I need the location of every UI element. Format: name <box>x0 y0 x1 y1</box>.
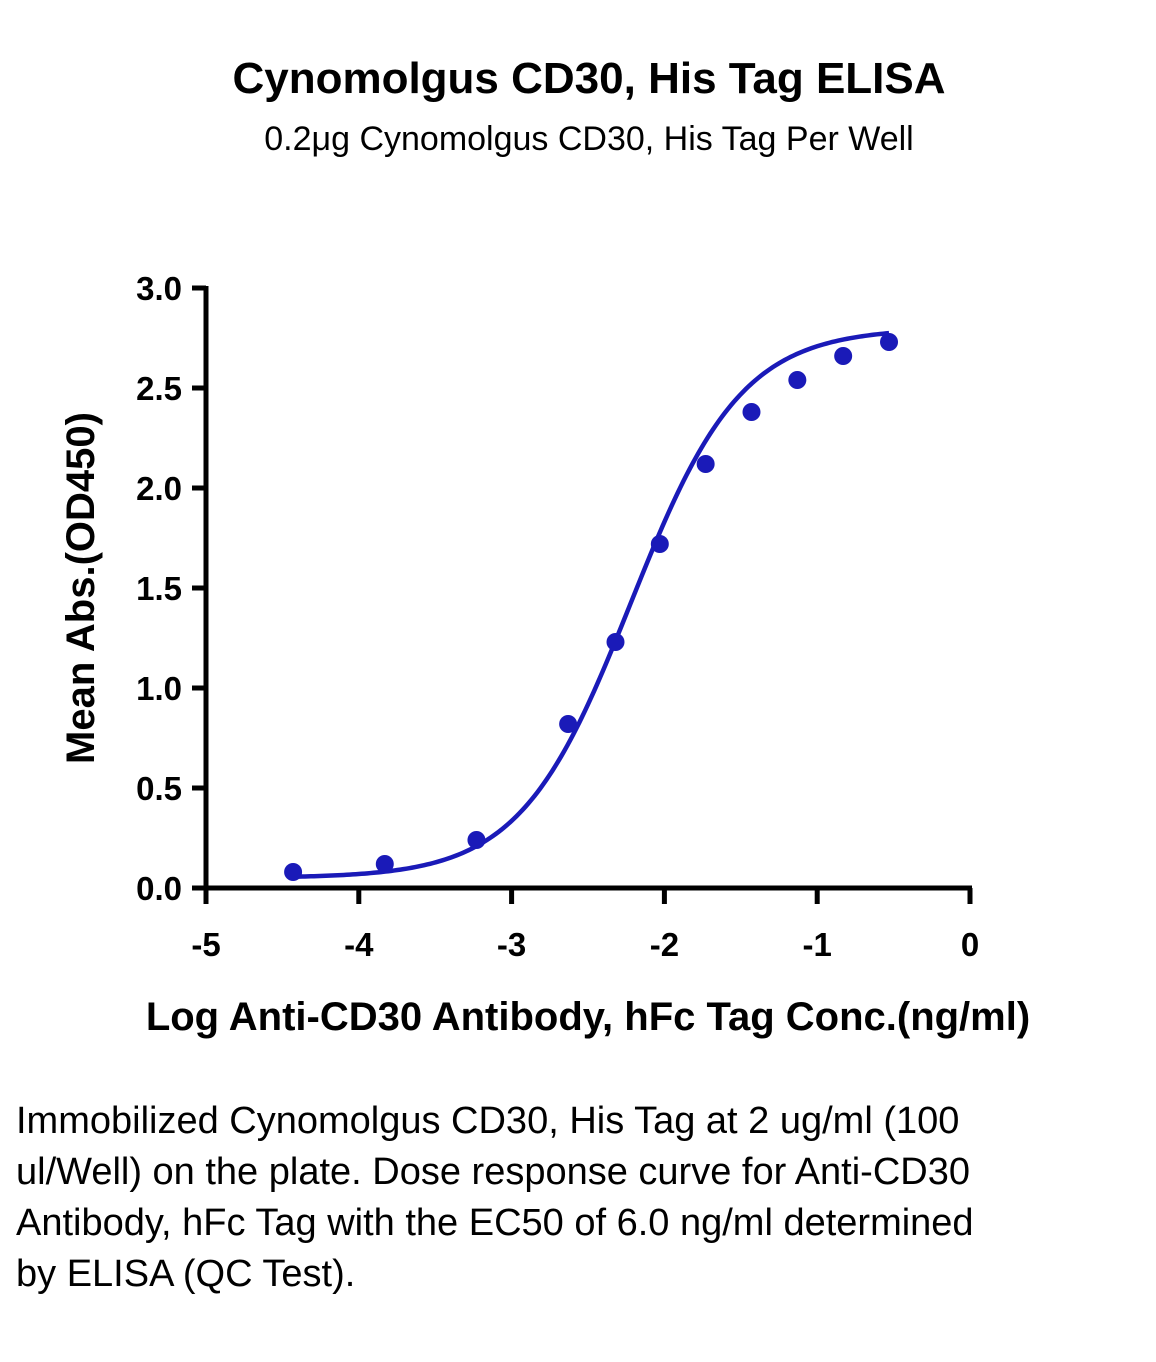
y-tick-label: 2.0 <box>136 470 182 507</box>
data-point <box>284 863 303 881</box>
x-tick-label: 0 <box>961 926 979 963</box>
y-axis-label: Mean Abs.(OD450) <box>59 412 103 764</box>
data-point <box>559 715 578 733</box>
x-tick-label: -4 <box>344 926 374 963</box>
y-tick-label: 2.5 <box>136 370 182 407</box>
chart-title: Cynomolgus CD30, His Tag ELISA <box>232 54 945 103</box>
y-tick-label: 0.0 <box>136 870 182 907</box>
y-tick-label: 0.5 <box>136 770 182 807</box>
x-tick-label: -5 <box>191 926 220 963</box>
fit-curve-group <box>293 330 890 880</box>
data-points <box>284 333 899 881</box>
data-point <box>650 535 669 553</box>
y-axis: 0.0 0.5 1.0 1.5 2.0 2.5 3.0 <box>136 270 209 907</box>
x-tick-label: -2 <box>650 926 679 963</box>
chart-subtitle: 0.2μg Cynomolgus CD30, His Tag Per Well <box>264 120 914 158</box>
x-tick-label: -3 <box>497 926 526 963</box>
data-point <box>788 371 807 389</box>
data-point <box>742 403 761 421</box>
y-tick-label: 1.0 <box>136 670 182 707</box>
data-point <box>467 831 486 849</box>
data-point <box>880 333 899 351</box>
data-point <box>696 455 715 473</box>
x-axis: -5 -4 -3 -2 -1 0 <box>191 885 979 963</box>
figure-caption: Immobilized Cynomolgus CD30, His Tag at … <box>16 1100 974 1295</box>
x-axis-label: Log Anti-CD30 Antibody, hFc Tag Conc.(ng… <box>146 995 1030 1039</box>
data-point <box>834 347 853 365</box>
elisa-chart: Cynomolgus CD30, His Tag ELISA 0.2μg Cyn… <box>59 54 1030 1039</box>
data-point <box>375 855 394 873</box>
y-tick-label: 3.0 <box>136 270 182 307</box>
data-point <box>606 633 625 651</box>
fit-curve <box>293 330 890 880</box>
y-tick-label: 1.5 <box>136 570 182 607</box>
x-tick-label: -1 <box>803 926 832 963</box>
